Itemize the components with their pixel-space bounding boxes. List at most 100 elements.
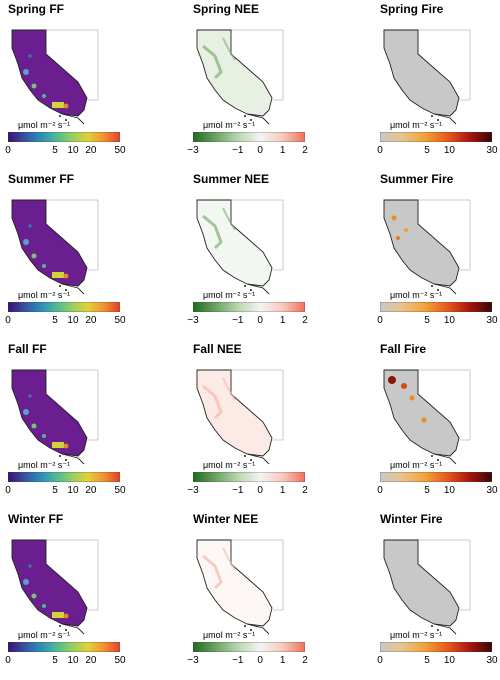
panel-title: Summer Fire [380,172,454,186]
colorbar-tick-label: −1 [232,145,244,156]
unit-label: μmol m⁻² s⁻¹ [18,290,71,300]
colorbar-tick-label: 2 [302,655,308,666]
colorbar-tick-label: 1 [279,655,286,666]
colorbar-tick-label: 30 [486,655,498,666]
colorbar-tick-label: 0 [377,145,383,156]
colorbar-tick-label: 2 [302,315,308,326]
unit-label: μmol m⁻² s⁻¹ [390,120,443,130]
california-map [11,369,99,465]
unit-label: μmol m⁻² s⁻¹ [18,630,71,640]
colorbar-tick-label: 2 [302,145,308,156]
colorbar [380,642,492,652]
colorbar-tick-label: 10 [67,315,79,326]
colorbar-tick-label: −3 [187,145,199,156]
colorbar-tick-label: 1 [279,315,286,326]
colorbar-tick-label: 0 [377,655,383,666]
california-map [11,539,99,635]
colorbar-tick-label: 0 [5,315,11,326]
panel-title: Winter FF [8,512,64,526]
colorbar-tick-label: 30 [486,145,498,156]
colorbar-tick-label: 10 [67,485,79,496]
colorbar-tick-label: 20 [85,655,97,666]
colorbar-tick-label: −3 [187,485,199,496]
colorbar-tick-label: 5 [52,315,58,326]
california-map [196,29,284,125]
colorbar-tick-label: −1 [232,655,244,666]
colorbar-tick-label: 0 [5,655,11,666]
panel-title: Summer NEE [193,172,270,186]
colorbar-tick-label: 5 [424,655,430,666]
panel-title: Winter NEE [193,512,259,526]
unit-label: μmol m⁻² s⁻¹ [390,290,443,300]
unit-label: μmol m⁻² s⁻¹ [390,460,443,470]
colorbar [193,302,305,312]
colorbar-tick-label: 1 [279,145,286,156]
panel-ff-1: Summer FF μmol m⁻² s⁻¹ 0 5 10 20 50 [0,172,160,332]
unit-label: μmol m⁻² s⁻¹ [203,290,256,300]
panel-title: Spring FF [8,2,64,16]
unit-label: μmol m⁻² s⁻¹ [18,460,71,470]
unit-label: μmol m⁻² s⁻¹ [203,630,256,640]
colorbar-tick-label: 20 [85,145,97,156]
colorbar-tick-label: 0 [257,655,263,666]
colorbar-tick-label: 2 [302,485,308,496]
california-map [11,199,99,295]
colorbar-tick-label: 50 [114,485,126,496]
colorbar-tick-label: 0 [257,315,263,326]
panel-ff-3: Winter FF μmol m⁻² s⁻¹ 0 5 10 20 50 [0,512,160,672]
colorbar-tick-label: 10 [443,655,455,666]
colorbar-tick-label: 0 [257,145,263,156]
colorbar-tick-label: 30 [486,315,498,326]
panel-title: Fall Fire [380,342,427,356]
colorbar-tick-label: 10 [67,145,79,156]
colorbar-tick-label: 0 [257,485,263,496]
california-map [383,29,471,125]
panel-nee-3: Winter NEE μmol m⁻² s⁻¹ −3 −1 0 1 2 [185,512,345,672]
colorbar [8,302,120,312]
colorbar [8,132,120,142]
colorbar-tick-label: 20 [85,485,97,496]
colorbar [8,642,120,652]
panel-ff-2: Fall FF μmol m⁻² s⁻¹ 0 5 10 20 50 [0,342,160,502]
california-map [196,199,284,295]
california-map [383,369,471,465]
panel-fire-1: Summer Fire μmol m⁻² s⁻¹ 0 5 10 30 [372,172,500,332]
california-map [196,539,284,635]
colorbar-tick-label: 50 [114,315,126,326]
colorbar-tick-label: −1 [232,315,244,326]
california-map [383,539,471,635]
colorbar-tick-label: 0 [377,485,383,496]
panel-title: Summer FF [8,172,75,186]
colorbar-tick-label: 5 [52,485,58,496]
colorbar-tick-label: 5 [424,485,430,496]
colorbar [380,132,492,142]
unit-label: μmol m⁻² s⁻¹ [18,120,71,130]
panel-fire-2: Fall Fire μmol m⁻² s⁻¹ 0 5 10 30 [372,342,500,502]
panel-nee-2: Fall NEE μmol m⁻² s⁻¹ −3 −1 0 1 2 [185,342,345,502]
colorbar [193,642,305,652]
colorbar-tick-label: 50 [114,145,126,156]
colorbar-tick-label: 50 [114,655,126,666]
panel-title: Spring Fire [380,2,444,16]
colorbar-tick-label: 1 [279,485,286,496]
colorbar [8,472,120,482]
colorbar [380,302,492,312]
colorbar-tick-label: 0 [5,145,11,156]
panel-title: Fall FF [8,342,47,356]
panel-fire-3: Winter Fire μmol m⁻² s⁻¹ 0 5 10 30 [372,512,500,672]
colorbar-tick-label: 0 [5,485,11,496]
colorbar-tick-label: 10 [67,655,79,666]
colorbar-tick-label: −3 [187,315,199,326]
colorbar [193,472,305,482]
panel-ff-0: Spring FF μmol m⁻² s⁻¹ 0 5 10 20 50 [0,2,160,162]
unit-label: μmol m⁻² s⁻¹ [203,460,256,470]
colorbar [193,132,305,142]
colorbar-tick-label: 10 [443,485,455,496]
panel-fire-0: Spring Fire μmol m⁻² s⁻¹ 0 5 10 30 [372,2,500,162]
colorbar-tick-label: 10 [443,145,455,156]
california-map [11,29,99,125]
unit-label: μmol m⁻² s⁻¹ [203,120,256,130]
colorbar-tick-label: −1 [232,485,244,496]
colorbar-tick-label: 30 [486,485,498,496]
colorbar-tick-label: 5 [424,145,430,156]
